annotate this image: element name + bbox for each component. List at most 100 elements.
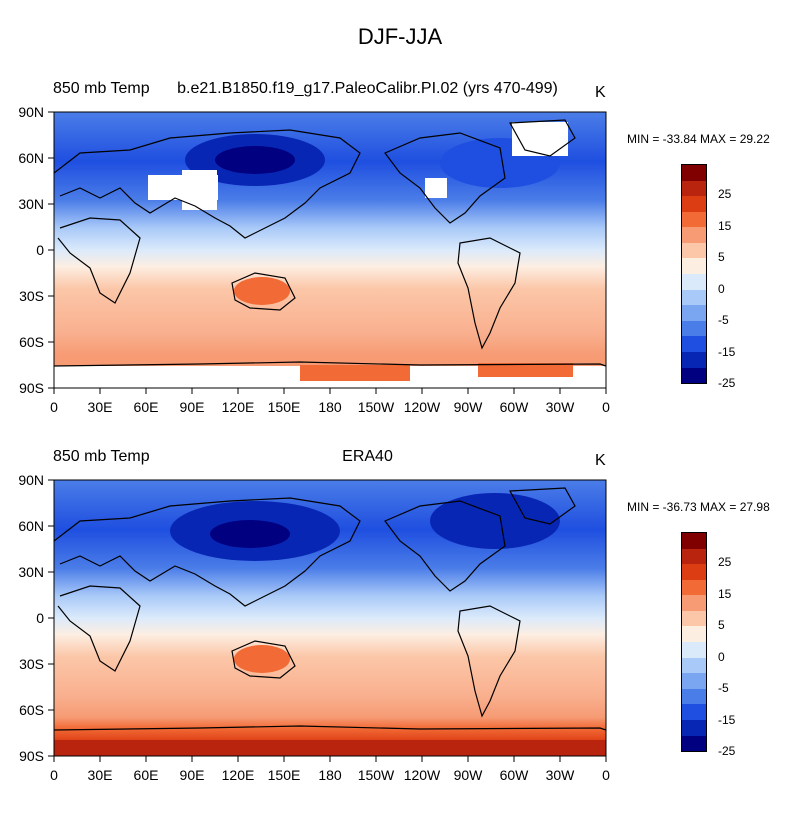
colorbar-label: -25 <box>718 744 736 758</box>
minmax-label: MIN = -33.84 MAX = 29.22 <box>627 132 770 146</box>
y-tick-label: 90N <box>18 104 44 120</box>
coastlines <box>54 487 606 731</box>
x-tick-label: 30E <box>88 399 113 415</box>
x-tick-label: 60E <box>134 399 159 415</box>
colorbar-label: 5 <box>718 618 725 633</box>
y-tick-label: 30N <box>18 196 44 212</box>
panel-units-label: K <box>595 452 606 469</box>
colorbar-swatch <box>682 610 706 627</box>
colorbar-swatch <box>682 533 706 549</box>
y-tick-label: 90S <box>19 748 44 764</box>
y-tick-label: 60N <box>18 518 44 534</box>
colorbar-swatch <box>682 227 706 243</box>
colorbar-label: 15 <box>718 586 732 601</box>
y-tick-label: 60S <box>19 334 44 350</box>
colorbar-label: -25 <box>718 376 736 390</box>
map-panel-era40: 850 mb Temp ERA40 K MIN = -36.73 MAX = 2… <box>0 446 800 816</box>
x-tick-label: 0 <box>50 767 58 783</box>
colorbar-swatch <box>682 258 706 275</box>
panel-left-label: 850 mb Temp <box>53 448 150 465</box>
colorbar-swatch <box>682 336 706 352</box>
colorbar-label: 25 <box>718 187 732 202</box>
x-tick-label: 180 <box>318 399 342 415</box>
x-tick-label: 0 <box>602 399 610 415</box>
x-tick-label: 120W <box>404 767 441 783</box>
colorbar-swatch <box>682 305 706 321</box>
map-plot: 0 30E 60E 90E 120E 150E 180 150W 120W 90W 60W 30W 0 … <box>18 472 610 783</box>
x-tick-label: 90E <box>180 399 205 415</box>
colorbar-label: -15 <box>718 712 736 727</box>
y-tick-label: 0 <box>36 242 44 258</box>
colorbar-label: 5 <box>718 250 725 265</box>
colorbar-swatch <box>682 180 706 197</box>
colorbar-swatch <box>682 595 706 611</box>
y-axis: 90N 60N 30N 0 30S 60S 90S <box>18 104 54 396</box>
panel-center-label: ERA40 <box>342 448 393 465</box>
x-tick-label: 180 <box>318 767 342 783</box>
colorbar-swatch <box>682 165 706 181</box>
colorbar-swatch <box>682 673 706 689</box>
colorbar-swatch <box>682 289 706 306</box>
map-panel-model: 850 mb Temp b.e21.B1850.f19_g17.PaleoCal… <box>0 78 800 448</box>
y-tick-label: 30S <box>19 288 44 304</box>
colorbar-swatch <box>682 196 706 212</box>
x-tick-label: 90E <box>180 767 205 783</box>
panel-center-label: b.e21.B1850.f19_g17.PaleoCalibr.PI.02 (y… <box>177 80 558 97</box>
x-axis: 0 30E 60E 90E 120E 150E 180 150W 120W 90W 60W 30W 0 <box>50 756 610 783</box>
colorbar-swatch <box>682 642 706 658</box>
colorbar-swatch <box>682 242 706 259</box>
x-tick-label: 90W <box>454 399 484 415</box>
x-tick-label: 0 <box>602 767 610 783</box>
x-tick-label: 150E <box>268 767 301 783</box>
colorbar-swatch <box>682 320 706 337</box>
x-tick-label: 30W <box>546 767 576 783</box>
x-tick-label: 0 <box>50 399 58 415</box>
colorbar <box>681 164 707 384</box>
x-tick-label: 60W <box>500 399 530 415</box>
colorbar-swatch <box>682 688 706 705</box>
colorbar-swatch <box>682 719 706 736</box>
y-tick-label: 60N <box>18 150 44 166</box>
colorbar-swatch <box>682 626 706 643</box>
x-tick-label: 150W <box>358 399 395 415</box>
x-tick-label: 60E <box>134 767 159 783</box>
colorbar-label: 15 <box>718 218 732 233</box>
y-tick-label: 60S <box>19 702 44 718</box>
x-tick-label: 120E <box>222 767 255 783</box>
panel-units-label: K <box>595 84 606 101</box>
colorbar <box>681 532 707 752</box>
colorbar-label: -5 <box>718 313 729 328</box>
colorbar-label: 0 <box>718 281 725 296</box>
y-axis: 90N 60N 30N 0 30S 60S 90S <box>18 472 54 764</box>
figure-title: DJF-JJA <box>357 24 443 49</box>
x-tick-label: 150W <box>358 767 395 783</box>
colorbar-swatch <box>682 579 706 596</box>
x-tick-label: 150E <box>268 399 301 415</box>
coastlines <box>54 119 606 367</box>
x-tick-label: 30W <box>546 399 576 415</box>
panel-left-label: 850 mb Temp <box>53 80 150 97</box>
colorbar-swatch <box>682 548 706 565</box>
colorbar-swatch <box>682 274 706 290</box>
y-tick-label: 30S <box>19 656 44 672</box>
y-tick-label: 0 <box>36 610 44 626</box>
y-tick-label: 30N <box>18 564 44 580</box>
x-tick-label: 120W <box>404 399 441 415</box>
colorbar-label: 25 <box>718 555 732 570</box>
y-tick-label: 90S <box>19 380 44 396</box>
map-plot: 0 30E 60E 90E 120E 150E 180 150W 120W 90W 60W 30W 0 … <box>18 104 610 415</box>
y-tick-label: 90N <box>18 472 44 488</box>
colorbar-label: -5 <box>718 681 729 696</box>
colorbar-swatch <box>682 704 706 720</box>
x-axis: 0 30E 60E 90E 120E 150E 180 150W 120W 90W 60W 30W 0 <box>50 388 610 415</box>
colorbar-swatch <box>682 367 706 384</box>
colorbar-swatch <box>682 657 706 674</box>
x-tick-label: 60W <box>500 767 530 783</box>
colorbar-swatch <box>682 564 706 580</box>
minmax-label: MIN = -36.73 MAX = 27.98 <box>627 500 770 514</box>
colorbar-swatch <box>682 735 706 752</box>
missing-data-greenland <box>512 122 568 156</box>
x-tick-label: 120E <box>222 399 255 415</box>
colorbar-swatch <box>682 351 706 368</box>
colorbar-label: 0 <box>718 649 725 664</box>
